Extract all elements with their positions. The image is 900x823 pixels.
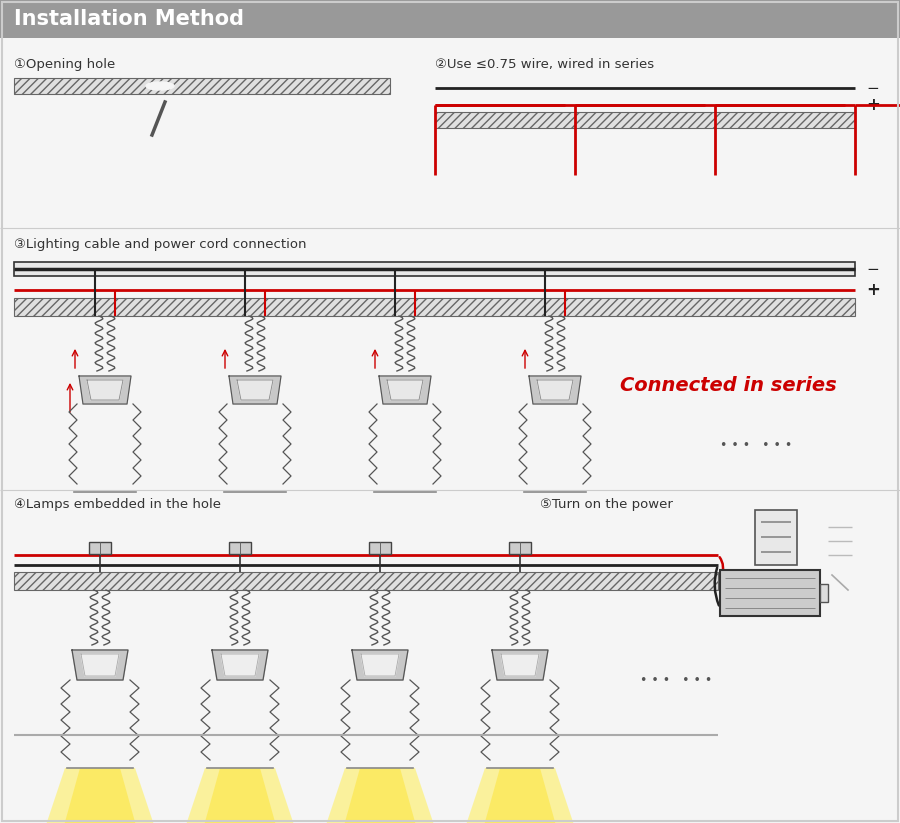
Bar (369, 542, 391, 554)
Bar (229, 542, 251, 554)
Text: Connected in series: Connected in series (620, 375, 837, 394)
Polygon shape (72, 650, 128, 680)
Bar (14, 298, 855, 316)
Polygon shape (212, 650, 268, 680)
Text: ②Use ≤0.75 wire, wired in series: ②Use ≤0.75 wire, wired in series (435, 58, 654, 71)
Polygon shape (87, 380, 123, 400)
Polygon shape (335, 768, 425, 823)
Text: ①Opening hole: ①Opening hole (14, 58, 115, 71)
Polygon shape (475, 768, 565, 823)
Polygon shape (455, 768, 585, 823)
Polygon shape (81, 654, 119, 676)
Polygon shape (501, 654, 539, 676)
Polygon shape (35, 768, 165, 823)
Text: ④Lamps embedded in the hole: ④Lamps embedded in the hole (14, 498, 221, 511)
Text: +: + (866, 96, 880, 114)
Text: −: − (866, 81, 878, 95)
Polygon shape (537, 380, 573, 400)
Polygon shape (387, 380, 423, 400)
Text: Installation Method: Installation Method (14, 9, 244, 29)
Polygon shape (492, 650, 548, 680)
Bar (755, 510, 797, 565)
Bar (14, 572, 718, 590)
Text: +: + (866, 281, 880, 299)
Polygon shape (55, 768, 145, 823)
Bar (14, 262, 855, 276)
Text: ⑤Turn on the power: ⑤Turn on the power (540, 498, 673, 511)
Polygon shape (352, 650, 408, 680)
Polygon shape (315, 768, 445, 823)
Text: • • •   • • •: • • • • • • (640, 673, 712, 686)
Bar (720, 570, 820, 616)
Polygon shape (229, 376, 281, 404)
Polygon shape (237, 380, 273, 400)
Bar (435, 112, 855, 128)
Text: −: − (866, 262, 878, 277)
Polygon shape (529, 376, 581, 404)
Polygon shape (175, 768, 305, 823)
Polygon shape (195, 768, 285, 823)
Polygon shape (221, 654, 259, 676)
Bar (509, 542, 531, 554)
Text: • • •   • • •: • • • • • • (720, 439, 792, 452)
Bar (820, 584, 828, 602)
Bar (89, 542, 111, 554)
Ellipse shape (146, 82, 174, 90)
Polygon shape (79, 376, 131, 404)
Bar (14, 78, 390, 94)
Polygon shape (379, 376, 431, 404)
Polygon shape (361, 654, 399, 676)
Text: ③Lighting cable and power cord connection: ③Lighting cable and power cord connectio… (14, 238, 307, 251)
Bar (0, 0, 900, 38)
